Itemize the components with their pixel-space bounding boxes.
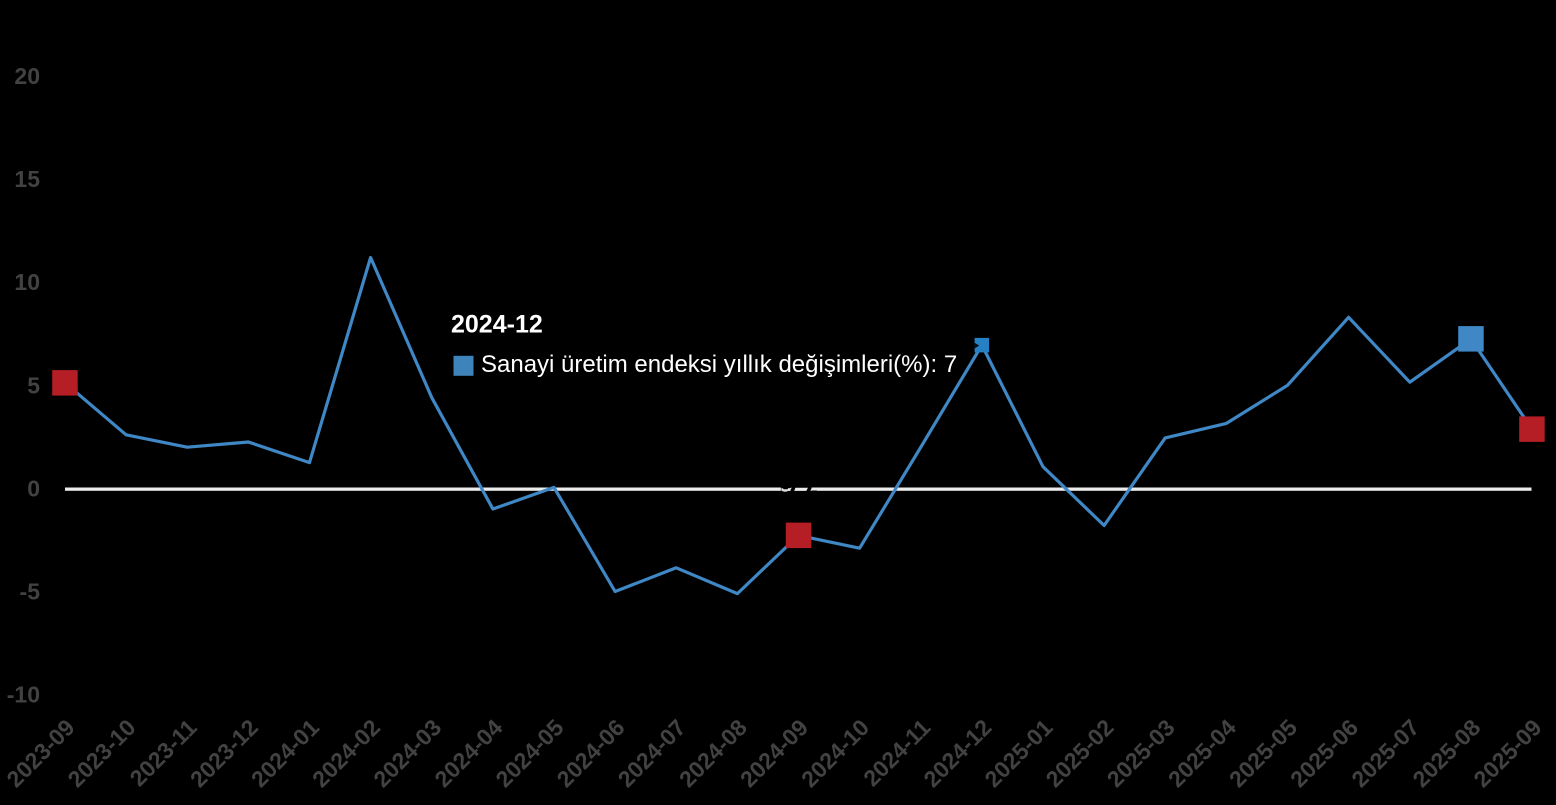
svg-text:20: 20: [14, 63, 40, 89]
svg-text:15: 15: [14, 166, 40, 192]
svg-text:-10: -10: [7, 682, 40, 708]
svg-text:5: 5: [27, 372, 40, 398]
svg-text:-5: -5: [20, 579, 41, 605]
svg-text:10: 10: [14, 269, 40, 295]
svg-text:Sanayi üretim endeksi yıllık d: Sanayi üretim endeksi yıllık değişimleri…: [481, 351, 957, 378]
svg-text:2024-12: 2024-12: [451, 311, 543, 339]
svg-text:0: 0: [27, 475, 40, 501]
